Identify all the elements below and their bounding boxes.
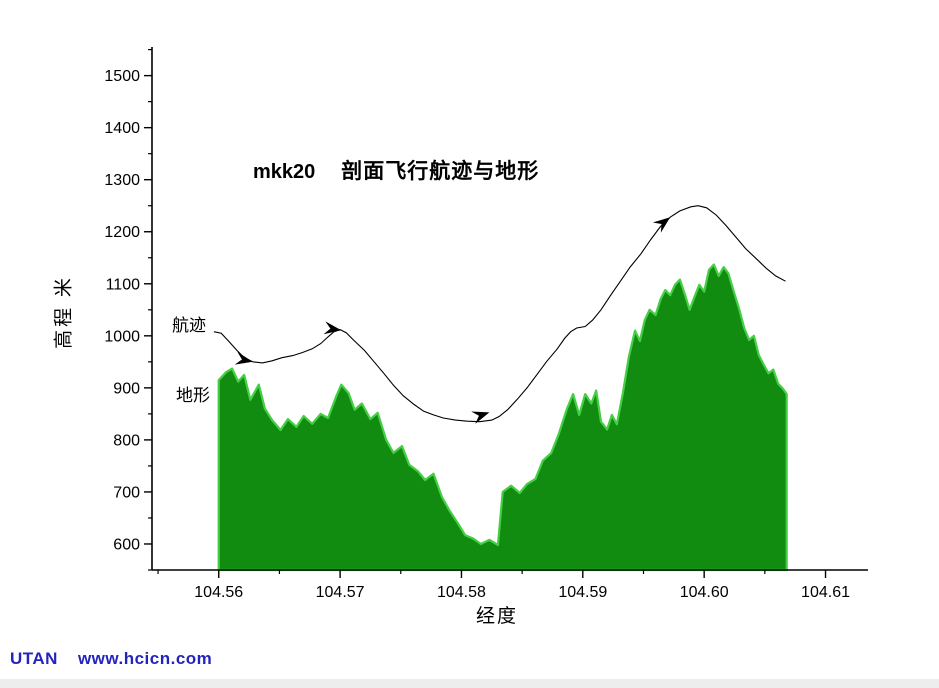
x-tick-label: 104.60 — [680, 584, 729, 601]
x-tick-label: 104.57 — [316, 584, 365, 601]
terrain-annotation: 地形 — [176, 386, 210, 405]
footer-brand: UTAN — [10, 649, 58, 668]
terrain-area — [217, 263, 788, 572]
x-tick-label: 104.59 — [558, 584, 607, 601]
y-tick-label: 700 — [113, 484, 140, 501]
y-tick-label: 600 — [113, 536, 140, 553]
bottom-strip — [0, 679, 939, 688]
x-axis-label: 经度 — [475, 606, 519, 627]
y-tick-label: 1300 — [104, 172, 140, 189]
y-tick-label: 1100 — [106, 276, 141, 293]
direction-arrow — [234, 351, 253, 365]
y-tick-label: 800 — [113, 432, 140, 449]
footer-watermark: UTAN www.hcicn.com — [10, 649, 212, 669]
axes — [151, 47, 868, 571]
chart-title-model: mkk20 — [253, 161, 316, 183]
x-tick-label: 104.61 — [801, 584, 850, 601]
x-tick-label: 104.56 — [194, 584, 243, 601]
y-tick-label: 1500 — [104, 68, 140, 85]
footer-url: www.hcicn.com — [77, 649, 213, 668]
tick-labels: 104.56 104.57 104.58 104.59 104.60 104.61 600 7… — [104, 49, 850, 601]
direction-arrow — [652, 217, 671, 233]
y-tick-label: 900 — [113, 380, 140, 397]
track-annotation: 航迹 — [172, 316, 206, 335]
direction-arrow — [471, 411, 490, 424]
y-tick-label: 1400 — [104, 120, 140, 137]
y-tick-label: 1000 — [104, 328, 140, 345]
direction-arrow — [323, 321, 342, 335]
chart-title-text: 剖面飞行航迹与地形 — [341, 159, 540, 183]
flight-track-line — [213, 205, 786, 423]
y-axis-label: 高程 米 — [53, 275, 75, 349]
chart-title: mkk20 剖面飞行航迹与地形 — [253, 155, 539, 185]
x-tick-label: 104.58 — [437, 584, 486, 601]
y-tick-label: 1200 — [104, 224, 140, 241]
